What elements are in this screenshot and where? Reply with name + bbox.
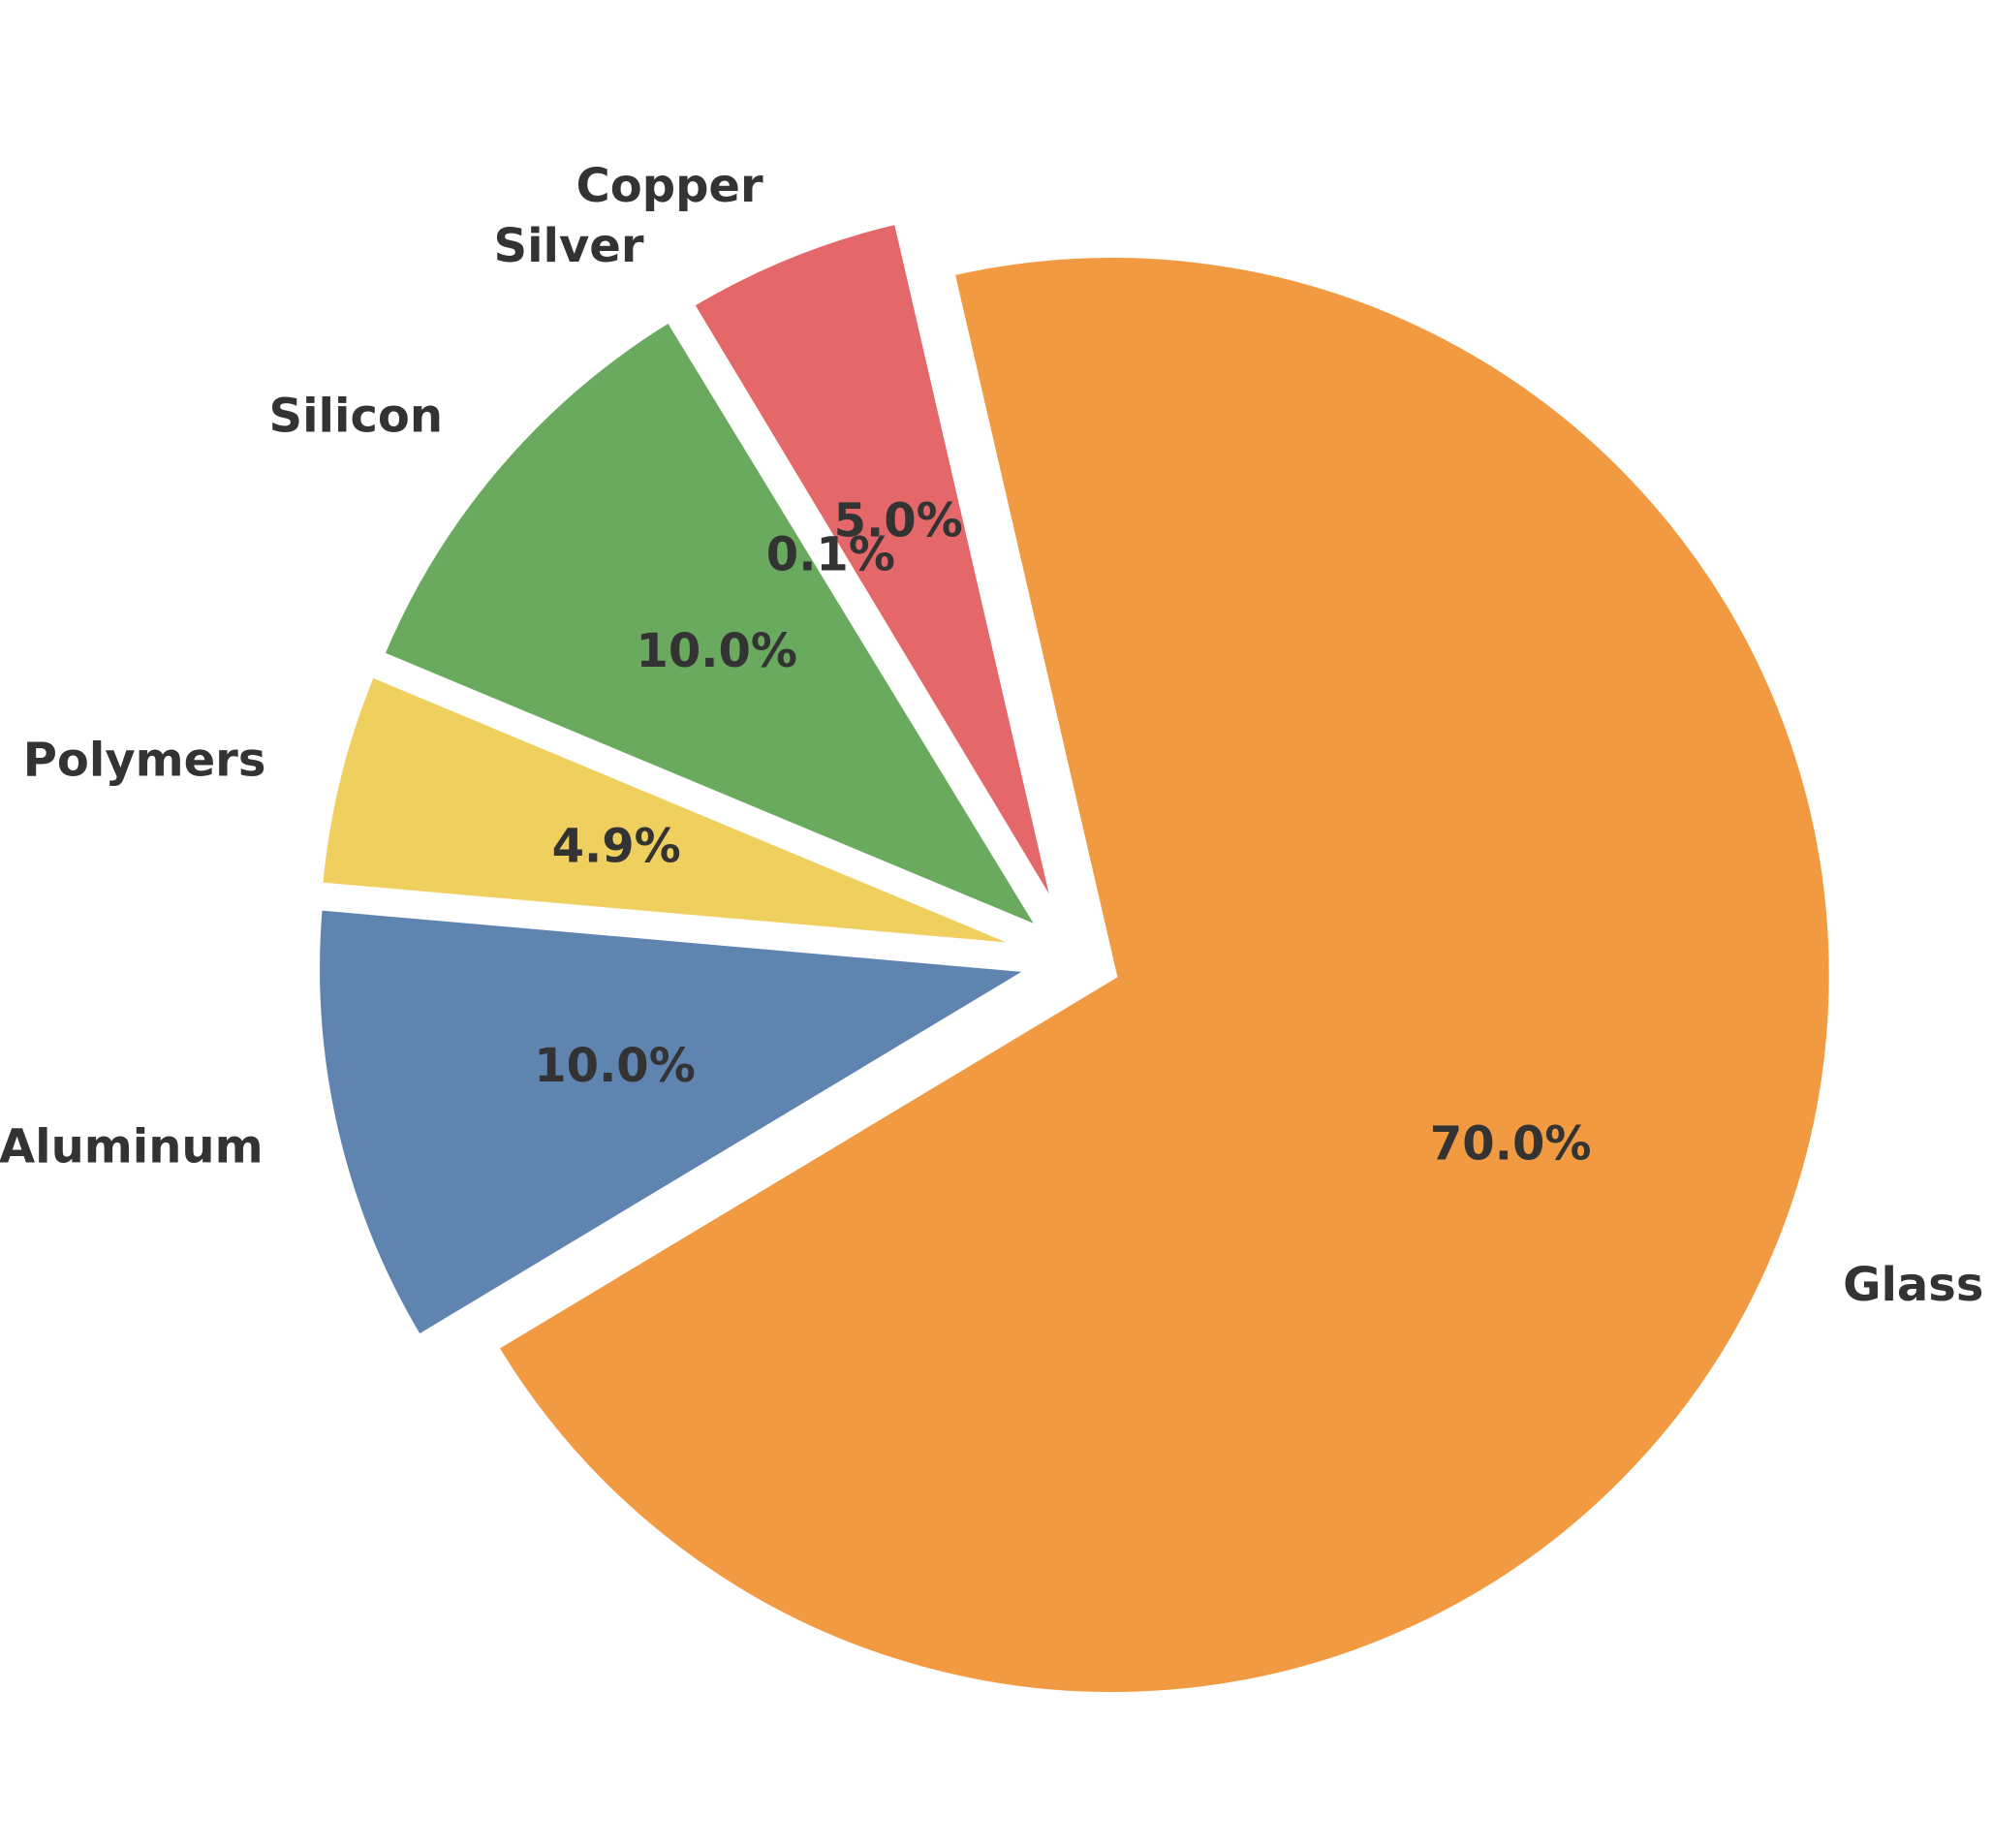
category-label-silver: Silver	[494, 219, 644, 273]
pie-labels: Aluminum 10.0% Glass 70.0% Copper 5.0% Silver 0…	[0, 159, 1983, 1312]
pie-slice-silicon	[372, 310, 1058, 944]
category-label-copper: Copper	[576, 159, 763, 213]
percent-label-copper: 5.0%	[834, 494, 963, 548]
pie-slices	[310, 213, 1839, 1703]
category-label-aluminum: Aluminum	[0, 1120, 264, 1175]
pie-slice-polymers	[312, 665, 1040, 955]
category-label-glass: Glass	[1843, 1258, 1983, 1312]
pie-slice-glass	[486, 248, 1839, 1703]
percent-label-aluminum: 10.0%	[534, 1039, 696, 1093]
percent-label-silver: 0.1%	[766, 528, 895, 582]
category-label-silicon: Silicon	[269, 390, 444, 444]
category-label-polymers: Polymers	[23, 733, 266, 787]
pie-slice-copper	[682, 213, 1066, 925]
pie-slice-silver	[672, 299, 1060, 928]
percent-label-glass: 70.0%	[1430, 1117, 1592, 1172]
percent-label-polymers: 4.9%	[552, 819, 681, 873]
percent-label-silicon: 10.0%	[636, 624, 797, 678]
pie-slice-aluminum	[310, 899, 1052, 1347]
